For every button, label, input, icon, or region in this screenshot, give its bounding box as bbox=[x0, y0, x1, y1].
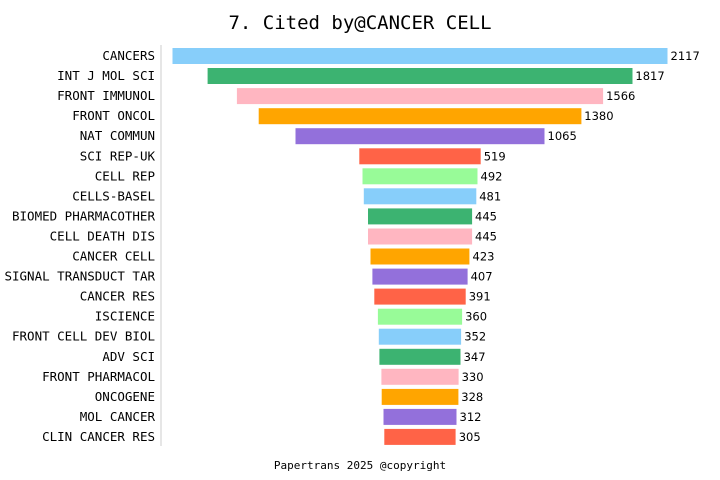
value-label-0: 2117 bbox=[671, 49, 700, 63]
bar-9 bbox=[368, 228, 473, 245]
category-label-0: CANCERS bbox=[102, 48, 155, 63]
category-label-1: INT J MOL SCI bbox=[57, 68, 155, 83]
bar-5 bbox=[359, 148, 481, 165]
category-label-16: FRONT PHARMACOL bbox=[42, 369, 155, 384]
bar-0 bbox=[172, 48, 668, 64]
value-label-4: 1065 bbox=[548, 129, 577, 143]
category-label-8: BIOMED PHARMACOTHER bbox=[12, 208, 155, 223]
bar-14 bbox=[378, 328, 462, 345]
bar-10 bbox=[370, 248, 470, 265]
value-label-5: 519 bbox=[484, 149, 506, 163]
bar-16 bbox=[381, 368, 459, 385]
value-label-8: 445 bbox=[475, 209, 497, 223]
bar-1 bbox=[207, 68, 633, 84]
bar-4 bbox=[295, 128, 545, 145]
bars: CANCERS 2117 INT J MOL SCI 1817 FRONT IMMUNO… bbox=[4, 48, 700, 445]
bar-7 bbox=[363, 188, 477, 205]
value-label-3: 1380 bbox=[584, 109, 613, 123]
value-label-18: 312 bbox=[460, 410, 482, 424]
bar-17 bbox=[381, 388, 459, 405]
chart-title: 7. Cited by@CANCER CELL bbox=[228, 12, 491, 34]
category-label-13: ISCIENCE bbox=[95, 309, 155, 324]
value-label-19: 305 bbox=[459, 430, 481, 444]
category-label-15: ADV SCI bbox=[102, 349, 155, 364]
category-label-5: SCI REP-UK bbox=[80, 148, 156, 163]
bar-8 bbox=[368, 208, 473, 225]
bar-19 bbox=[384, 428, 456, 445]
bar-6 bbox=[362, 168, 478, 185]
category-label-9: CELL DEATH DIS bbox=[50, 229, 155, 244]
value-label-7: 481 bbox=[479, 189, 501, 203]
bar-12 bbox=[374, 288, 466, 305]
category-label-4: NAT COMMUN bbox=[80, 128, 155, 143]
value-label-13: 360 bbox=[465, 310, 487, 324]
value-label-12: 391 bbox=[469, 290, 491, 304]
category-label-19: CLIN CANCER RES bbox=[42, 429, 155, 444]
value-label-10: 423 bbox=[473, 250, 495, 264]
category-label-18: MOL CANCER bbox=[80, 409, 156, 424]
bar-18 bbox=[383, 408, 457, 425]
value-label-6: 492 bbox=[481, 169, 503, 183]
copyright-footer: Papertrans 2025 @copyright bbox=[274, 459, 446, 472]
value-label-15: 347 bbox=[464, 350, 486, 364]
category-label-14: FRONT CELL DEV BIOL bbox=[12, 329, 155, 344]
value-label-9: 445 bbox=[475, 230, 497, 244]
category-label-2: FRONT IMMUNOL bbox=[57, 88, 155, 103]
value-label-1: 1817 bbox=[635, 69, 664, 83]
bar-2 bbox=[236, 88, 604, 105]
bar-11 bbox=[372, 268, 468, 285]
category-label-3: FRONT ONCOL bbox=[72, 108, 155, 123]
value-label-16: 330 bbox=[462, 370, 484, 384]
value-label-14: 352 bbox=[464, 330, 486, 344]
category-label-6: CELL REP bbox=[95, 168, 155, 183]
category-label-11: SIGNAL TRANSDUCT TAR bbox=[4, 269, 155, 284]
category-label-17: ONCOGENE bbox=[95, 389, 155, 404]
value-label-17: 328 bbox=[461, 390, 483, 404]
category-label-7: CELLS-BASEL bbox=[72, 188, 155, 203]
bar-13 bbox=[377, 308, 463, 325]
value-label-2: 1566 bbox=[606, 89, 635, 103]
category-label-12: CANCER RES bbox=[80, 289, 155, 304]
bar-3 bbox=[258, 108, 582, 125]
category-label-10: CANCER CELL bbox=[72, 249, 155, 264]
bar-15 bbox=[379, 348, 461, 365]
value-label-11: 407 bbox=[471, 270, 493, 284]
